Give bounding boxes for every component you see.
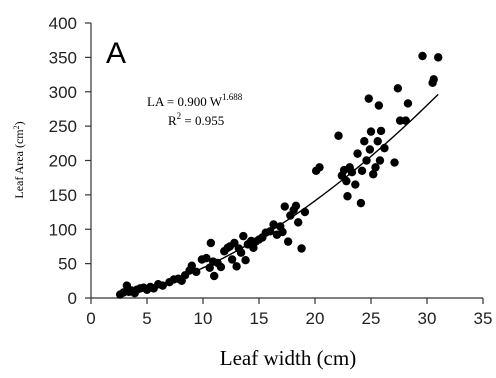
data-point [343, 192, 352, 201]
y-tick-label: 250 [49, 117, 77, 136]
data-point [373, 137, 382, 146]
data-point [202, 253, 211, 263]
data-point [364, 94, 373, 103]
data-point [291, 201, 301, 211]
data-point [366, 127, 376, 136]
panel-label: A [106, 37, 126, 70]
data-point [283, 237, 293, 246]
data-point [351, 180, 360, 189]
y-axis-label-close: ) [12, 121, 26, 125]
data-point [369, 170, 378, 179]
y-axis-label-sup: 2 [12, 125, 21, 129]
data-point [401, 116, 410, 125]
fit-equation-exponent: 1.688 [222, 92, 243, 102]
y-tick-label: 100 [49, 220, 77, 239]
data-point [434, 53, 443, 62]
x-tick-label: 35 [474, 309, 493, 328]
fit-equation-lhs: LA = 0.900 W [147, 94, 223, 109]
x-tick-label: 15 [250, 309, 269, 328]
r-squared-value: = 0.955 [181, 113, 224, 128]
data-point [371, 163, 380, 172]
data-point [356, 198, 366, 208]
data-point [232, 262, 241, 271]
data-point [390, 158, 399, 167]
data-point [280, 202, 289, 211]
data-point [210, 271, 219, 281]
data-point [187, 261, 196, 270]
data-point [205, 263, 214, 272]
data-point [278, 227, 287, 237]
data-points-layer [115, 51, 443, 299]
x-tick-label: 30 [418, 309, 437, 328]
data-point [374, 101, 384, 110]
data-point [353, 149, 362, 158]
r-squared: R2 = 0.955 [168, 111, 224, 128]
data-point [269, 220, 278, 229]
x-tick-label: 10 [194, 309, 213, 328]
y-tick-label: 200 [49, 152, 77, 171]
data-point [334, 131, 343, 140]
x-tick-label: 0 [86, 309, 95, 328]
data-point [403, 99, 413, 108]
y-tick-label: 0 [68, 289, 77, 308]
y-tick-label: 350 [49, 48, 77, 67]
y-tick-label: 150 [49, 186, 77, 205]
data-point [380, 143, 389, 153]
data-point [227, 255, 237, 264]
data-point [315, 163, 324, 172]
data-point [239, 231, 248, 241]
data-point [357, 166, 367, 176]
x-axis-label: Leaf width (cm) [220, 346, 356, 370]
data-point [241, 255, 250, 265]
fit-curve-layer [118, 93, 439, 296]
data-point [418, 51, 427, 61]
data-point [294, 218, 303, 227]
y-tick-label: 400 [49, 14, 77, 33]
data-point [266, 227, 275, 236]
data-point [206, 238, 216, 248]
data-point [360, 137, 369, 146]
fit-curve [118, 93, 439, 296]
data-point [300, 207, 310, 217]
data-point [375, 156, 385, 165]
x-tick-label: 20 [306, 309, 325, 328]
fit-equation: LA = 0.900 W1.688 [147, 92, 243, 109]
r-squared-label: R [168, 113, 177, 128]
y-tick-label: 50 [58, 255, 77, 274]
r-squared-sup: 2 [177, 111, 182, 121]
data-point [347, 167, 357, 177]
data-point [236, 248, 246, 257]
y-axis-label-text: Leaf Area (cm [12, 129, 26, 199]
x-tick-label: 25 [362, 309, 381, 328]
data-point [158, 281, 167, 290]
data-point [216, 262, 226, 272]
data-point [362, 156, 371, 165]
data-point [192, 267, 201, 277]
data-point [393, 84, 403, 93]
y-tick-label: 300 [49, 83, 77, 102]
data-point [376, 126, 386, 136]
data-point [297, 244, 306, 253]
x-tick-label: 5 [142, 309, 151, 328]
data-point [429, 75, 438, 84]
data-point [365, 145, 375, 154]
data-point [342, 176, 351, 186]
y-axis-label: Leaf Area (cm2) [12, 121, 26, 198]
